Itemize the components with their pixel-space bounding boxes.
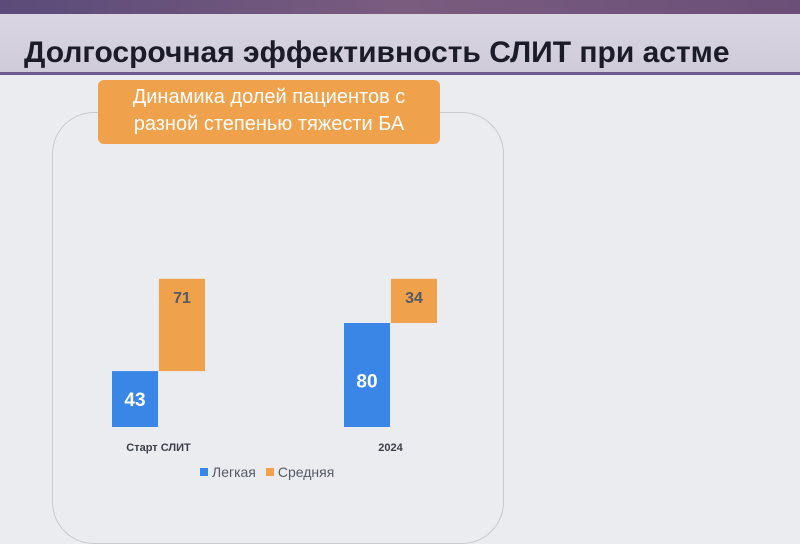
- bar-srednyaya-0: [159, 278, 205, 372]
- chart-legend: Легкая Средняя: [200, 462, 334, 482]
- bar-srednyaya-1: [391, 278, 437, 323]
- stacked-bar-chart: 43 71 Старт СЛИТ 80 34 2024: [112, 278, 437, 454]
- data-label-legkaya-1: 80: [356, 371, 377, 392]
- legend-label-legkaya: Легкая: [212, 464, 256, 480]
- chart-heading: Динамика долей пациентов с разной степен…: [98, 80, 440, 144]
- legend-swatch-srednyaya: [265, 468, 274, 476]
- legend-swatch-legkaya: [200, 468, 208, 476]
- legend-item-srednyaya: Средняя: [265, 464, 335, 480]
- bar-legkaya-1: [344, 323, 390, 427]
- chart-heading-line1: Динамика долей пациентов с: [132, 86, 406, 108]
- data-label-legkaya-0: 43: [124, 390, 145, 411]
- chart-heading-line2: разной степенью тяжести БА: [133, 113, 405, 135]
- top-band: [0, 0, 800, 14]
- slide-title: Долгосрочная эффективность СЛИТ при астм…: [24, 36, 730, 69]
- legend-item-legkaya: Легкая: [200, 464, 256, 480]
- legend-label-srednyaya: Средняя: [277, 464, 335, 480]
- category-label-0: Старт СЛИТ: [126, 442, 191, 454]
- bar-legkaya-0: [112, 371, 158, 427]
- category-label-1: 2024: [378, 442, 403, 454]
- data-label-srednyaya-0: 71: [173, 290, 191, 307]
- title-bar: Долгосрочная эффективность СЛИТ при астм…: [0, 14, 800, 75]
- data-label-srednyaya-1: 34: [405, 290, 423, 307]
